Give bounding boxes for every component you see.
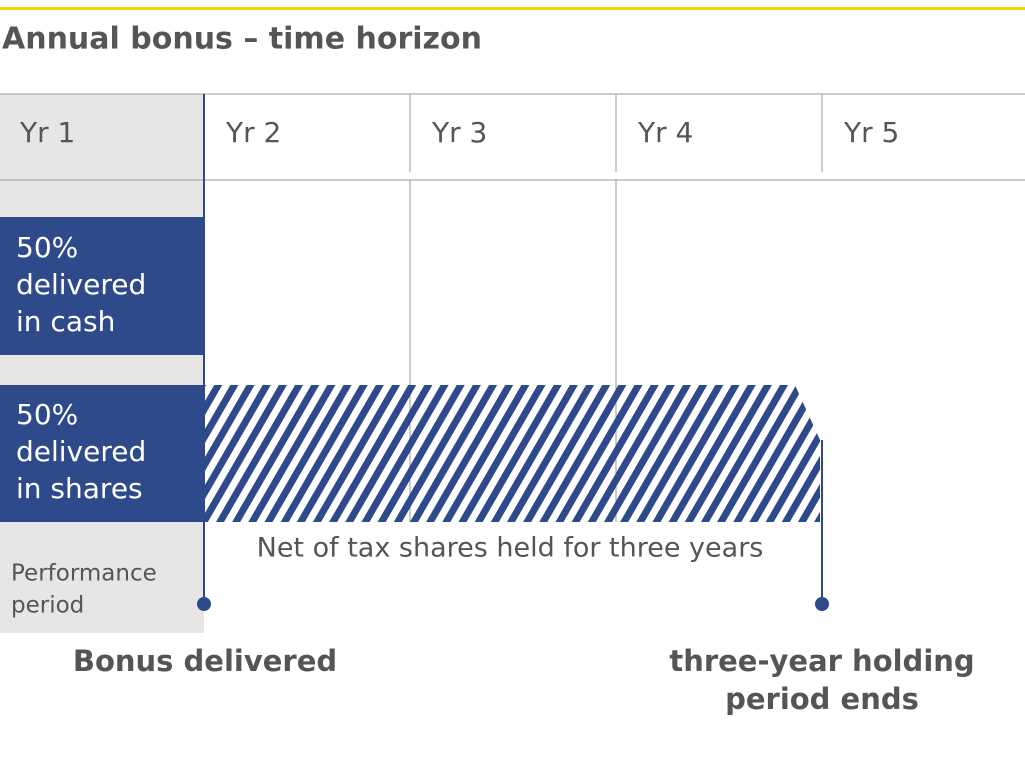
column-label: Yr 3 xyxy=(431,116,487,149)
year1-column xyxy=(0,94,204,633)
shares-text: delivered xyxy=(16,435,146,468)
marker-text: three-year holding xyxy=(669,644,974,678)
column-label: Yr 1 xyxy=(19,116,75,149)
cash-text: 50% xyxy=(16,231,78,264)
top-rule xyxy=(0,7,1025,10)
cash-text: delivered xyxy=(16,268,146,301)
shares-text: in shares xyxy=(16,472,143,505)
holding-bar xyxy=(204,385,820,522)
shares-text: 50% xyxy=(16,398,78,431)
column-label: Yr 2 xyxy=(225,116,281,149)
column-label: Yr 4 xyxy=(637,116,693,149)
end-dot xyxy=(815,597,829,611)
marker-text: period ends xyxy=(725,682,919,716)
performance-text: period xyxy=(11,593,84,619)
shares-box xyxy=(0,385,204,522)
cash-text: in cash xyxy=(16,305,115,338)
cash-box xyxy=(0,217,204,355)
performance-text: Performance xyxy=(11,561,157,587)
holding-label: Net of tax shares held for three years xyxy=(257,533,764,564)
delivery-dot xyxy=(197,597,211,611)
marker-text: Bonus delivered xyxy=(73,644,337,678)
column-label: Yr 5 xyxy=(843,116,899,149)
title: Annual bonus – time horizon xyxy=(2,22,482,57)
